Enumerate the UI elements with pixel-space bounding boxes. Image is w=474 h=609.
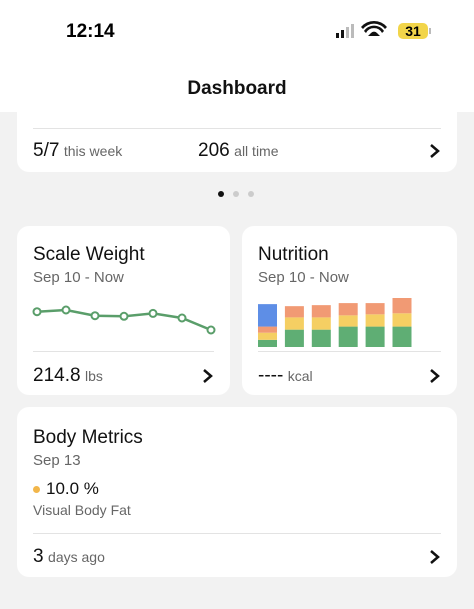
point: [148, 308, 158, 318]
metric-label: Visual Body Fat: [33, 502, 131, 518]
divider: [33, 128, 441, 129]
status-icons: [336, 20, 431, 39]
bar-segment: [258, 339, 277, 347]
bar-segment: [258, 326, 277, 333]
bar-segment: [392, 313, 412, 327]
bar-segment: [365, 326, 385, 347]
point: [32, 307, 42, 317]
point: [119, 311, 129, 321]
bar-segment: [311, 317, 331, 330]
point: [61, 305, 71, 315]
point: [206, 325, 216, 335]
bar-segment: [338, 315, 358, 327]
weight-value: 214.8: [33, 365, 81, 386]
bar-segment: [392, 326, 412, 347]
bar-segment: [311, 329, 331, 347]
metric-value: 10.0 %: [46, 479, 99, 498]
kcal-value: ----: [258, 365, 284, 386]
card-date: Sep 13: [33, 452, 81, 469]
bar-segment: [365, 303, 385, 315]
divider: [33, 533, 441, 534]
bar-segment: [338, 326, 358, 347]
bar-segment: [284, 306, 304, 318]
kcal-unit: kcal: [287, 368, 313, 384]
divider: [258, 351, 441, 352]
chevron: [203, 369, 213, 383]
card-title: Body Metrics: [33, 427, 143, 448]
chevron: [430, 550, 440, 564]
page-dots: [218, 191, 254, 197]
week-label: this week: [63, 143, 123, 159]
bar-segment: [311, 305, 331, 318]
card-range: Sep 10 - Now: [258, 269, 349, 286]
body-metrics-card[interactable]: Body Metrics Sep 13 10.0 % Visual Body F…: [17, 407, 457, 577]
bar-segment: [258, 304, 277, 327]
nutrition-bars: [258, 298, 412, 347]
week-count: 5/7: [33, 140, 60, 161]
all-time-count: 206: [198, 140, 230, 161]
divider: [33, 351, 214, 352]
all-time-label: all time: [234, 143, 279, 159]
status-dot: [33, 486, 40, 493]
bar-segment: [392, 298, 412, 314]
chevron: [430, 369, 440, 383]
bar-segment: [338, 303, 358, 316]
scale-weight-card[interactable]: Scale Weight Sep 10 - Now 214.8 lbs: [17, 226, 230, 395]
chevron: [430, 144, 440, 158]
bar-segment: [258, 332, 277, 340]
card-title: Scale Weight: [33, 244, 145, 265]
summary-card[interactable]: 5/7 this week 206 all time: [17, 100, 457, 172]
point: [90, 311, 100, 321]
ago-label: days ago: [48, 549, 105, 565]
weight-sparkline: [32, 305, 216, 335]
bar-segment: [284, 329, 304, 347]
nutrition-card[interactable]: Nutrition Sep 10 - Now ---- kcal: [242, 226, 457, 395]
bar-segment: [284, 317, 304, 330]
battery-level: 31: [405, 23, 421, 39]
header-bg: [0, 0, 474, 112]
point: [177, 313, 187, 323]
ago-count: 3: [33, 546, 44, 567]
card-range: Sep 10 - Now: [33, 269, 124, 286]
time: 12:14: [66, 21, 115, 42]
card-title: Nutrition: [258, 244, 329, 265]
bar-segment: [365, 314, 385, 327]
weight-unit: lbs: [85, 368, 103, 384]
page-title: Dashboard: [187, 78, 287, 99]
